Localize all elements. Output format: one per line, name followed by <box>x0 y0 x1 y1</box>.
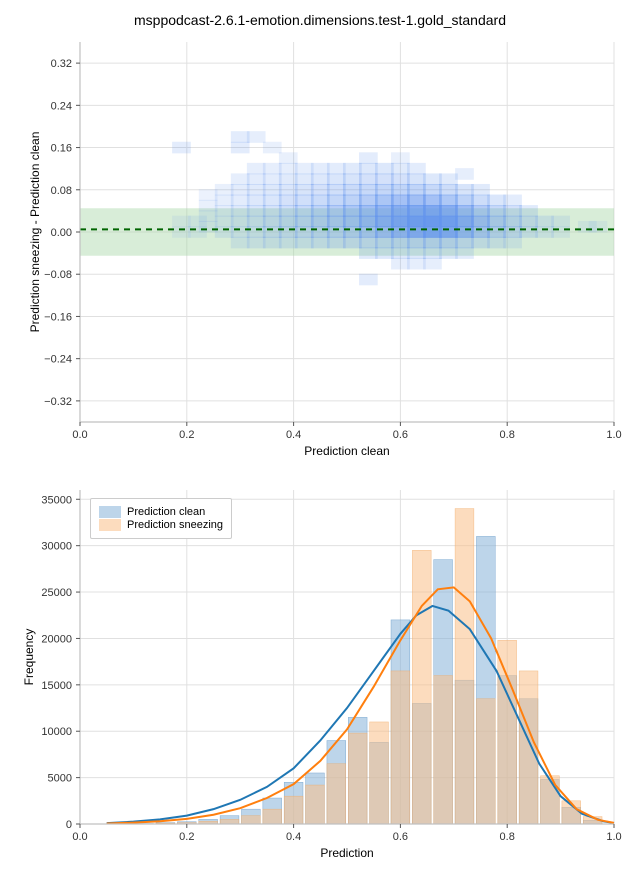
svg-text:0.8: 0.8 <box>500 831 515 843</box>
svg-text:0.16: 0.16 <box>51 143 72 155</box>
svg-text:0.32: 0.32 <box>51 58 72 70</box>
legend-swatch <box>99 506 121 518</box>
svg-text:0.4: 0.4 <box>286 429 301 441</box>
bottom-plot-svg: 0.00.20.40.60.81.00500010000150002000025… <box>80 490 614 824</box>
svg-text:25000: 25000 <box>41 587 72 599</box>
svg-text:0.2: 0.2 <box>179 831 194 843</box>
legend-label: Prediction clean <box>127 506 205 518</box>
svg-text:0.0: 0.0 <box>72 831 87 843</box>
svg-text:5000: 5000 <box>48 773 72 785</box>
bottom-xlabel: Prediction <box>80 846 614 860</box>
svg-text:1.0: 1.0 <box>606 429 621 441</box>
svg-text:0.08: 0.08 <box>51 185 72 197</box>
svg-text:−0.08: −0.08 <box>44 269 72 281</box>
svg-text:0.8: 0.8 <box>500 429 515 441</box>
svg-text:30000: 30000 <box>41 541 72 553</box>
svg-text:15000: 15000 <box>41 680 72 692</box>
bottom-histogram-plot: 0.00.20.40.60.81.00500010000150002000025… <box>80 490 614 824</box>
svg-text:0.24: 0.24 <box>51 100 72 112</box>
figure: msppodcast-2.6.1-emotion.dimensions.test… <box>0 0 640 880</box>
legend-swatch <box>99 519 121 531</box>
histogram-legend: Prediction cleanPrediction sneezing <box>90 498 232 539</box>
svg-text:0.0: 0.0 <box>72 429 87 441</box>
svg-text:−0.32: −0.32 <box>44 396 72 408</box>
bottom-ylabel: Frequency <box>22 490 36 824</box>
legend-label: Prediction sneezing <box>127 519 223 531</box>
svg-text:−0.16: −0.16 <box>44 311 72 323</box>
svg-text:20000: 20000 <box>41 633 72 645</box>
figure-title: msppodcast-2.6.1-emotion.dimensions.test… <box>0 12 640 28</box>
svg-text:0.6: 0.6 <box>393 831 408 843</box>
svg-text:35000: 35000 <box>41 494 72 506</box>
top-xlabel: Prediction clean <box>80 444 614 458</box>
svg-text:0.6: 0.6 <box>393 429 408 441</box>
svg-text:−0.24: −0.24 <box>44 354 72 366</box>
svg-text:10000: 10000 <box>41 726 72 738</box>
svg-text:0.00: 0.00 <box>51 227 72 239</box>
top-ylabel: Prediction sneezing - Prediction clean <box>28 42 42 422</box>
svg-text:0.2: 0.2 <box>179 429 194 441</box>
legend-item: Prediction clean <box>99 506 223 518</box>
legend-item: Prediction sneezing <box>99 519 223 531</box>
svg-text:1.0: 1.0 <box>606 831 621 843</box>
svg-text:0: 0 <box>66 819 72 831</box>
top-scatter-plot: 0.00.20.40.60.81.0−0.32−0.24−0.16−0.080.… <box>80 42 614 422</box>
svg-text:0.4: 0.4 <box>286 831 301 843</box>
top-plot-svg: 0.00.20.40.60.81.0−0.32−0.24−0.16−0.080.… <box>80 42 614 422</box>
